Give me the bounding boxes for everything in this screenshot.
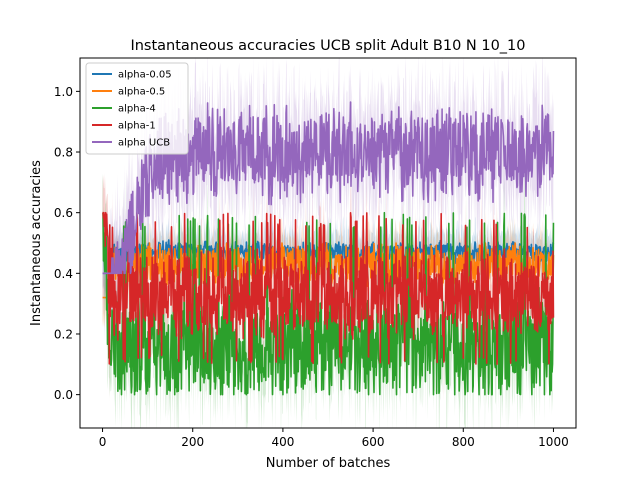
- x-tick-label: 800: [452, 435, 475, 449]
- legend-label: alpha-4: [118, 104, 156, 115]
- x-axis-label: Number of batches: [266, 456, 391, 471]
- legend-label: alpha-0.05: [118, 70, 172, 81]
- x-axis: 0 200 400 600 800 1000: [99, 428, 569, 449]
- legend: alpha-0.05 alpha-0.5 alpha-4 alpha-1 alpha U…: [85, 62, 189, 155]
- x-tick-label: 1000: [538, 435, 569, 449]
- legend-label: alpha-0.5: [118, 87, 165, 98]
- x-tick-label: 200: [181, 435, 204, 449]
- y-tick-label: 0.4: [54, 267, 73, 281]
- legend-label: alpha-1: [118, 121, 156, 132]
- y-tick-label: 0.0: [54, 388, 73, 402]
- y-axis: 0.0 0.2 0.4 0.6 0.8 1.0: [54, 85, 80, 402]
- y-tick-label: 0.2: [54, 327, 73, 341]
- chart-title: Instantaneous accuracies UCB split Adult…: [130, 38, 525, 54]
- x-tick-label: 600: [362, 435, 385, 449]
- series-line: [102, 211, 555, 396]
- x-tick-label: 0: [99, 435, 107, 449]
- legend-label: alpha UCB: [118, 138, 170, 149]
- y-tick-label: 0.6: [54, 206, 73, 220]
- series-line: [102, 101, 555, 275]
- legend-frame: [85, 62, 189, 155]
- y-tick-label: 1.0: [54, 85, 73, 99]
- x-tick-label: 400: [271, 435, 294, 449]
- y-tick-label: 0.8: [54, 146, 73, 160]
- y-axis-label: Instantaneous accuracies: [29, 160, 44, 326]
- plot-area-frame: [79, 57, 577, 429]
- series-line: [102, 211, 555, 366]
- series-lines: [102, 101, 555, 396]
